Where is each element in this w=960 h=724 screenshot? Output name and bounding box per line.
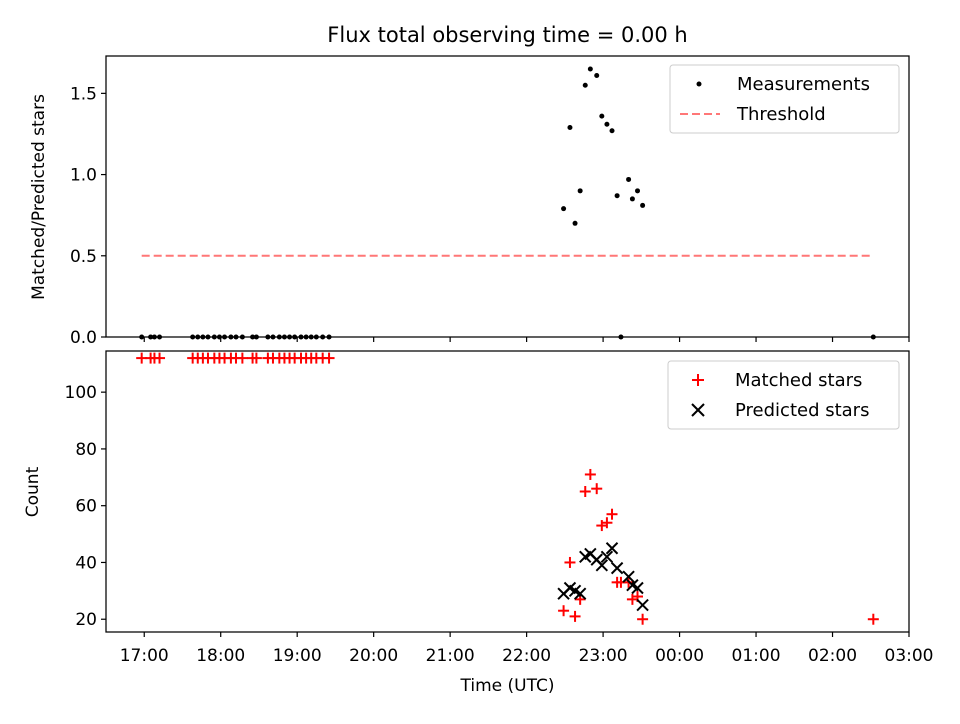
x-tick-label: 21:00	[426, 646, 475, 666]
x-tick-label: 20:00	[349, 646, 398, 666]
bottom-y-axis-label: Count	[23, 466, 43, 517]
top-y-axis: 0.0 0.5 1.0 1.5	[70, 84, 106, 348]
measurement-point	[577, 188, 583, 194]
matched-star-point	[154, 352, 166, 364]
bottom-y-tick-label: 100	[65, 383, 97, 403]
x-tick-label: 22:00	[502, 646, 551, 666]
measurement-point	[640, 202, 646, 208]
measurement-point	[626, 176, 632, 182]
predicted-star-stroke-b	[600, 550, 614, 563]
x-tick-label: 17:00	[120, 646, 169, 666]
chart-title: Flux total observing time = 0.00 h	[327, 23, 687, 47]
x-tick-label: 23:00	[579, 646, 628, 666]
top-y-tick-label: 1.0	[70, 166, 97, 186]
predicted-star-point	[605, 542, 619, 555]
predicted-star-stroke-b	[636, 598, 649, 612]
x-tick-label: 19:00	[273, 646, 322, 666]
measurement-point	[572, 220, 578, 226]
top-panel: 0.0 0.5 1.0 1.5 Matched/Predicted stars Mea…	[29, 55, 910, 348]
legend-label-threshold: Threshold	[736, 104, 826, 125]
bottom-legend-marker-matched	[692, 374, 704, 386]
bottom-panel: 20 40 60 80 100 17:00 18:00 19:00 20:00 21:00 22:…	[23, 350, 934, 696]
predicted-star-stroke-b	[631, 581, 644, 595]
measurement-point	[587, 66, 593, 72]
measurement-point	[599, 113, 605, 119]
measurement-point	[561, 206, 567, 212]
measurement-point	[604, 121, 610, 127]
matched-star-point	[236, 352, 248, 364]
bottom-legend-marker-predicted	[691, 403, 705, 417]
legend-label-measurements: Measurements	[737, 74, 870, 95]
matched-star-point	[579, 486, 591, 497]
top-y-tick-label: 0.0	[70, 328, 97, 348]
top-legend-marker-measurements	[696, 81, 702, 87]
matched-star-point	[564, 556, 576, 568]
predicted-star-stroke-b	[622, 570, 635, 583]
bottom-y-tick-label: 20	[75, 610, 97, 630]
bottom-y-tick-label: 40	[75, 553, 97, 573]
x-tick-label: 00:00	[655, 646, 704, 666]
predicted-star-stroke-b	[584, 547, 597, 561]
predicted-star-stroke-b	[573, 587, 587, 600]
measurement-point	[629, 196, 635, 202]
bottom-x-axis: 17:00 18:00 19:00 20:00 21:00 22:00 23:00 00:00…	[120, 632, 934, 666]
x-axis-label: Time (UTC)	[460, 676, 555, 696]
top-y-axis-label: Matched/Predicted stars	[29, 94, 49, 300]
top-legend-frame	[669, 64, 900, 134]
matched-star-point	[250, 352, 262, 364]
bottom-axes-frame	[105, 350, 910, 633]
top-legend: Measurements Threshold	[669, 64, 900, 134]
x-tick-label: 03:00	[885, 646, 934, 666]
bottom-y-axis: 20 40 60 80 100	[65, 383, 106, 630]
matched-star-point	[584, 468, 596, 480]
x-tick-label: 18:00	[196, 646, 245, 666]
measurement-point	[582, 82, 588, 88]
measurement-point	[609, 128, 615, 134]
predicted-star-stroke-b	[563, 581, 577, 595]
matched-star-point	[606, 508, 618, 520]
matched-star-point	[569, 610, 581, 622]
top-plot-area	[139, 66, 876, 340]
x-tick-label: 01:00	[732, 646, 781, 666]
legend-label-predicted-stars: Predicted stars	[735, 400, 869, 421]
bottom-legend-frame	[667, 360, 900, 430]
bottom-legend: Matched stars Predicted stars	[667, 360, 900, 430]
predicted-star-point	[595, 559, 609, 572]
predicted-star-stroke-b	[595, 559, 609, 572]
matched-star-point	[558, 605, 570, 617]
predicted-star-stroke-b	[605, 542, 619, 555]
legend-label-matched-stars: Matched stars	[735, 370, 862, 391]
predicted-star-point	[600, 550, 614, 563]
measurement-point	[594, 72, 600, 78]
predicted-star-point	[610, 561, 624, 575]
bottom-plot-area	[136, 352, 879, 625]
matched-star-point	[601, 517, 613, 529]
predicted-star-stroke-b	[610, 561, 624, 575]
measurement-point	[567, 124, 573, 130]
bottom-y-tick-label: 60	[75, 497, 97, 517]
measurement-point	[635, 188, 641, 194]
predicted-star-point	[636, 598, 649, 612]
top-y-tick-label: 1.5	[70, 84, 97, 104]
matched-star-point	[637, 613, 649, 625]
matched-star-point	[591, 483, 603, 495]
top-y-tick-label: 0.5	[70, 247, 97, 267]
matched-star-point	[323, 352, 335, 364]
matched-star-point	[867, 613, 879, 625]
top-axes-frame	[105, 55, 910, 338]
predicted-star-point	[622, 570, 635, 583]
measurement-point	[614, 193, 620, 199]
predicted-star-point	[573, 587, 587, 600]
predicted-star-point	[631, 581, 644, 595]
x-tick-label: 02:00	[808, 646, 857, 666]
bottom-y-tick-label: 80	[75, 440, 97, 460]
top-x-ticks	[143, 337, 910, 342]
predicted-star-stroke-b	[626, 578, 639, 592]
predicted-star-stroke-b	[568, 584, 582, 598]
